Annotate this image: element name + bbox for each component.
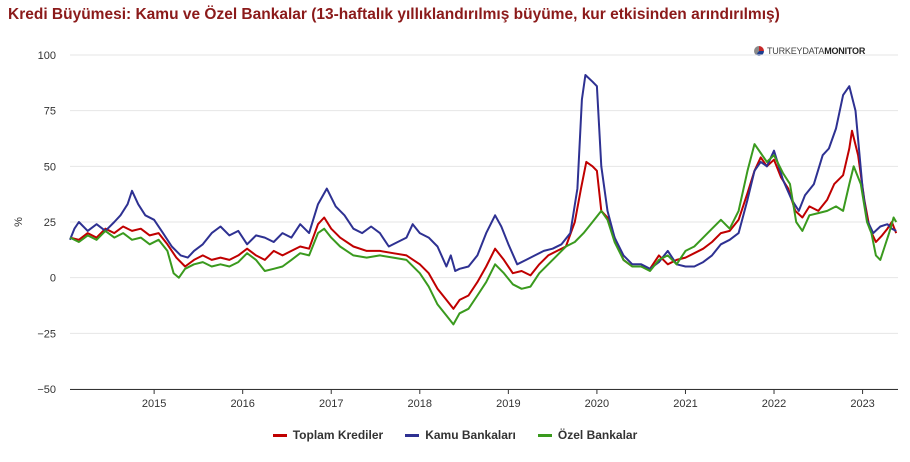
legend-swatch bbox=[272, 433, 287, 437]
y-tick-label: 75 bbox=[44, 106, 56, 118]
x-tick-label: 2020 bbox=[585, 398, 609, 410]
y-axis-label: % bbox=[13, 217, 25, 227]
legend-swatch bbox=[405, 433, 420, 437]
legend-label: Kamu Bankaları bbox=[425, 428, 516, 442]
legend-label: Özel Bankalar bbox=[557, 428, 638, 442]
x-tick-label: 2019 bbox=[496, 398, 520, 410]
x-tick-label: 2016 bbox=[230, 398, 254, 410]
brand-logo: TURKEYDATAMONITOR bbox=[754, 46, 865, 56]
y-tick-label: 25 bbox=[44, 217, 56, 229]
y-tick-label: 100 bbox=[38, 50, 56, 62]
y-tick-label: −50 bbox=[37, 384, 56, 396]
y-tick-label: 0 bbox=[50, 273, 56, 285]
y-tick-label: 50 bbox=[44, 161, 56, 173]
axes: −50 −25 0 25 50 75 100 2015 2016 2017 2018 2019 2020… bbox=[37, 50, 898, 410]
brand-globe-icon bbox=[754, 46, 764, 56]
x-tick-label: 2022 bbox=[762, 398, 786, 410]
legend: Toplam Krediler Kamu Bankaları Özel Bankal… bbox=[0, 428, 910, 442]
legend-item[interactable]: Toplam Krediler bbox=[272, 428, 384, 442]
series-lines bbox=[69, 74, 898, 326]
series-line bbox=[69, 74, 897, 272]
legend-swatch bbox=[537, 433, 552, 437]
chart-title: Kredi Büyümesi: Kamu ve Özel Bankalar (1… bbox=[8, 6, 780, 23]
legend-label: Toplam Krediler bbox=[292, 428, 384, 442]
x-tick-label: 2017 bbox=[319, 398, 343, 410]
gridlines bbox=[70, 54, 898, 390]
x-tick-label: 2021 bbox=[673, 398, 697, 410]
legend-item[interactable]: Özel Bankalar bbox=[537, 428, 638, 442]
y-tick-label: −25 bbox=[37, 328, 56, 340]
legend-item[interactable]: Kamu Bankaları bbox=[405, 428, 516, 442]
x-tick-label: 2015 bbox=[142, 398, 166, 410]
series-line bbox=[69, 143, 898, 326]
x-tick-label: 2018 bbox=[408, 398, 432, 410]
brand-text: TURKEYDATAMONITOR bbox=[767, 46, 866, 56]
x-tick-label: 2023 bbox=[850, 398, 874, 410]
